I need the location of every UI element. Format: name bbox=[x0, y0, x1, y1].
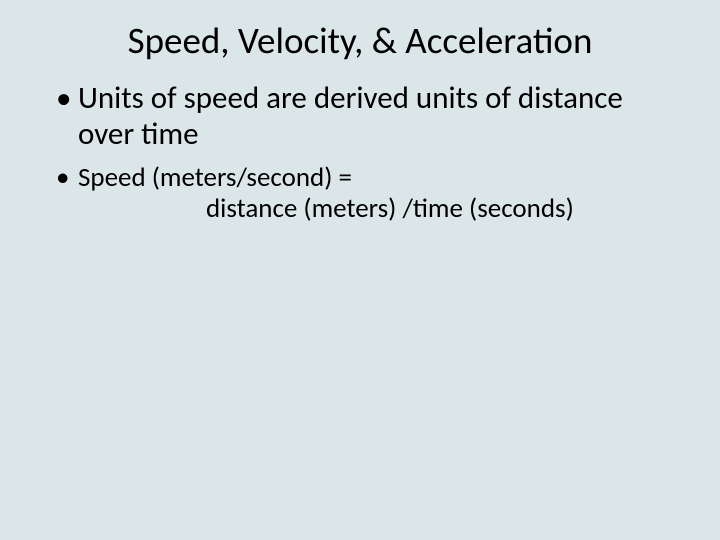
bullet-text-2: Speed (meters/second) = bbox=[78, 161, 352, 194]
bullet-list: Units of speed are derived units of dist… bbox=[50, 81, 670, 224]
bullet-text-1: Units of speed are derived units of dist… bbox=[78, 79, 623, 153]
bullet-indent-line: distance (meters) /time (seconds) bbox=[78, 193, 670, 224]
slide-title: Speed, Velocity, & Acceleration bbox=[50, 18, 670, 63]
bullet-item-1: Units of speed are derived units of dist… bbox=[50, 81, 670, 152]
slide-container: Speed, Velocity, & Acceleration Units of… bbox=[0, 0, 720, 540]
bullet-item-2: Speed (meters/second) = distance (meters… bbox=[50, 162, 670, 224]
